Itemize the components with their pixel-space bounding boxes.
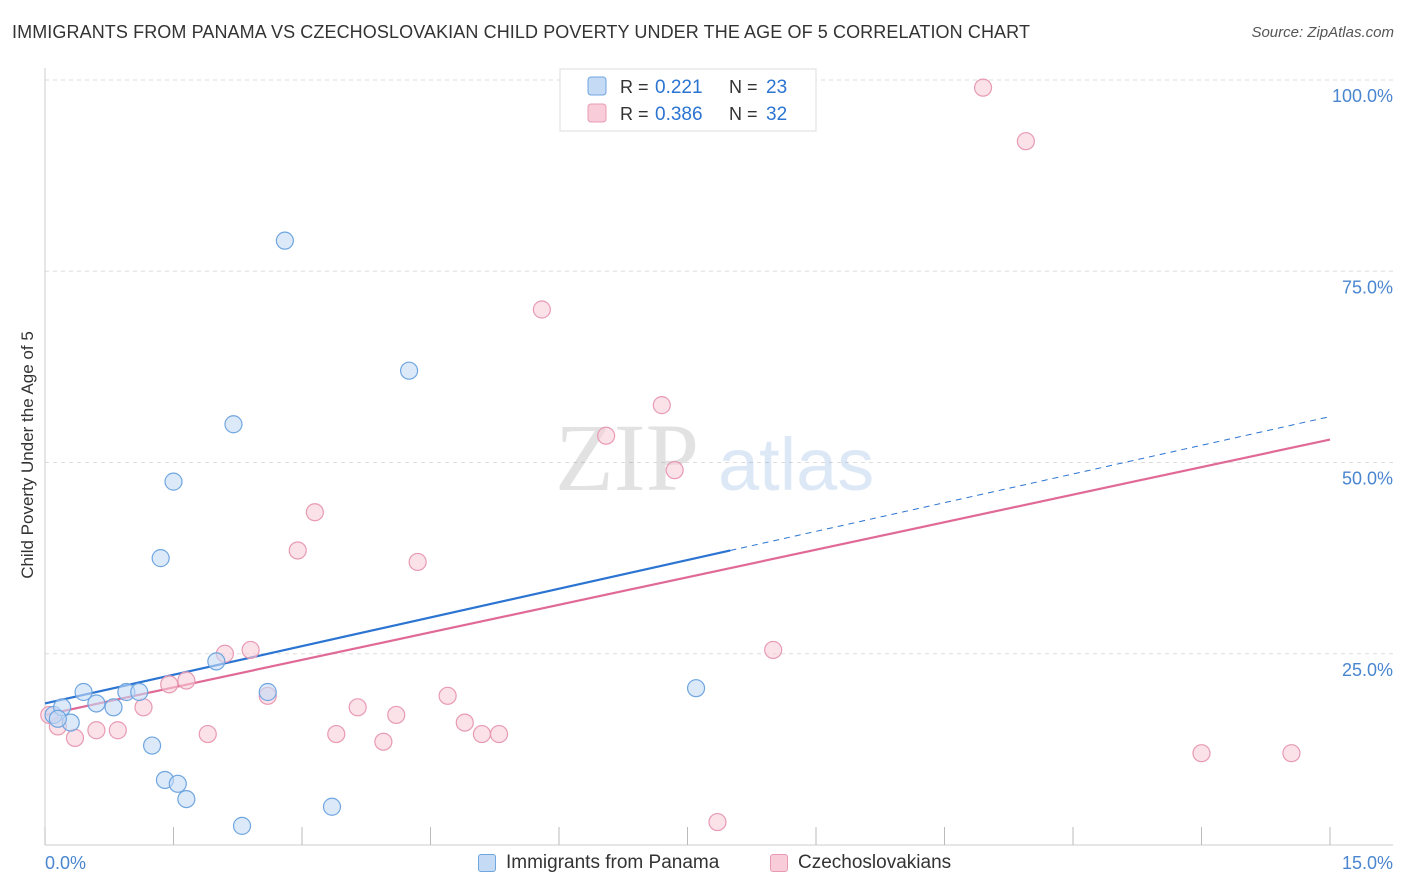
data-point bbox=[232, 816, 252, 835]
data-point bbox=[134, 698, 153, 717]
stats-swatch-1 bbox=[587, 103, 607, 123]
y-tick-label: 75.0% bbox=[1342, 277, 1393, 297]
series-legend: Immigrants from Panama Czechoslovakians bbox=[0, 852, 1406, 878]
data-point bbox=[275, 231, 294, 250]
data-point bbox=[160, 675, 179, 694]
stats-r-value: 0.386 bbox=[655, 104, 703, 125]
data-point bbox=[1016, 132, 1035, 151]
trend-line-dashed-0 bbox=[730, 416, 1331, 551]
legend-swatch-panama bbox=[478, 854, 496, 872]
stats-r-label: R = bbox=[620, 77, 649, 97]
data-point bbox=[472, 724, 491, 744]
data-point bbox=[87, 721, 106, 740]
data-point bbox=[532, 300, 551, 319]
data-point bbox=[348, 698, 367, 717]
data-point bbox=[1282, 744, 1301, 763]
legend-label-czechoslovakians: Czechoslovakians bbox=[798, 852, 952, 873]
data-point bbox=[168, 774, 187, 793]
data-point bbox=[74, 682, 93, 702]
data-point bbox=[708, 812, 727, 832]
y-tick-label: 100.0% bbox=[1332, 86, 1393, 106]
legend-swatch-czechoslovakians bbox=[770, 854, 788, 872]
data-point bbox=[686, 679, 706, 698]
data-point bbox=[327, 724, 346, 744]
x-tick-label: 15.0% bbox=[1342, 853, 1393, 873]
watermark-atlas: atlas bbox=[718, 423, 874, 506]
tick-labels: 25.0% 50.0% 75.0% 100.0% 0.0% 15.0% bbox=[45, 86, 1393, 873]
data-point bbox=[489, 724, 509, 744]
stats-n-label: N = bbox=[729, 77, 758, 97]
trend-lines bbox=[44, 416, 1331, 717]
data-point bbox=[198, 724, 217, 744]
stats-legend: R = 0.221 N = 23 R = 0.386 N = 32 bbox=[559, 68, 817, 132]
data-point bbox=[652, 396, 671, 415]
watermark-zip: ZIP bbox=[555, 404, 699, 511]
data-point bbox=[258, 682, 277, 702]
data-point bbox=[130, 682, 149, 702]
data-point bbox=[455, 713, 474, 732]
data-point bbox=[973, 78, 993, 97]
trend-line-solid-0 bbox=[44, 549, 731, 705]
data-point bbox=[224, 415, 243, 434]
data-point bbox=[1192, 744, 1211, 763]
data-point bbox=[151, 549, 170, 568]
data-point bbox=[387, 705, 406, 725]
stats-r-label: R = bbox=[620, 104, 649, 124]
data-point bbox=[399, 361, 419, 380]
stats-n-value: 32 bbox=[766, 104, 787, 125]
data-point bbox=[207, 652, 226, 671]
stats-n-label: N = bbox=[729, 104, 758, 124]
data-point bbox=[48, 709, 67, 728]
legend-label-panama: Immigrants from Panama bbox=[506, 852, 720, 873]
data-point bbox=[764, 640, 783, 660]
stats-swatch-0 bbox=[587, 76, 607, 96]
data-point bbox=[177, 789, 196, 809]
trend-line-1 bbox=[44, 438, 1331, 717]
stats-n-value: 23 bbox=[766, 77, 787, 98]
y-tick-label: 25.0% bbox=[1342, 660, 1393, 680]
data-point bbox=[408, 552, 427, 572]
data-points bbox=[40, 78, 1301, 835]
data-point bbox=[87, 694, 106, 713]
y-tick-label: 50.0% bbox=[1342, 469, 1393, 489]
data-point bbox=[104, 698, 123, 717]
data-point bbox=[597, 426, 616, 445]
data-point bbox=[438, 686, 457, 705]
data-point bbox=[322, 797, 342, 816]
x-tick-label: 0.0% bbox=[45, 853, 86, 873]
data-point bbox=[65, 728, 85, 748]
data-point bbox=[142, 736, 162, 755]
data-point bbox=[108, 721, 127, 740]
data-point bbox=[305, 503, 324, 522]
stats-r-value: 0.221 bbox=[655, 77, 703, 98]
source-label: Source: ZipAtlas.com bbox=[1251, 24, 1394, 41]
y-axis-label: Child Poverty Under the Age of 5 bbox=[18, 331, 37, 579]
chart-title: IMMIGRANTS FROM PANAMA VS CZECHOSLOVAKIA… bbox=[12, 22, 1031, 42]
data-point bbox=[665, 461, 684, 480]
legend-item-panama: Immigrants from Panama bbox=[478, 852, 719, 874]
data-point bbox=[374, 732, 393, 751]
data-point bbox=[164, 472, 183, 491]
grid-lines bbox=[45, 79, 1393, 655]
data-point bbox=[288, 541, 307, 560]
watermark: ZIP atlas bbox=[555, 404, 874, 511]
legend-item-czechoslovakians: Czechoslovakians bbox=[770, 852, 951, 874]
data-point bbox=[241, 640, 260, 660]
data-point bbox=[177, 671, 196, 690]
